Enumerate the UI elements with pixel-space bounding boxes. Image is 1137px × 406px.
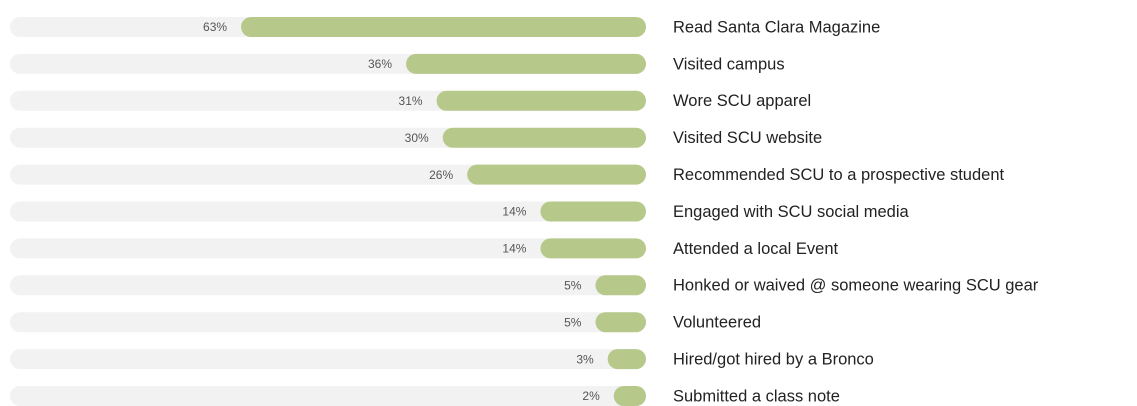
bar (613, 386, 646, 406)
bar (442, 127, 646, 148)
bar-track (10, 275, 646, 296)
value-label: 30% (405, 131, 429, 145)
bar (436, 90, 646, 111)
category-label: Engaged with SCU social media (673, 203, 910, 221)
value-label: 14% (502, 205, 526, 219)
value-label: 5% (564, 315, 582, 329)
bar (595, 275, 646, 296)
value-label: 36% (368, 57, 392, 71)
value-label: 14% (502, 242, 526, 256)
category-label: Read Santa Clara Magazine (673, 18, 880, 36)
category-label: Attended a local Event (673, 240, 839, 258)
bar-track (10, 386, 646, 406)
bar-track (10, 312, 646, 333)
value-label: 5% (564, 278, 582, 292)
category-label: Visited SCU website (673, 129, 822, 147)
bar (540, 201, 646, 222)
bar (607, 349, 646, 370)
value-label: 63% (203, 20, 227, 34)
value-label: 31% (399, 94, 423, 108)
bar (467, 164, 646, 185)
category-label: Submitted a class note (673, 387, 840, 405)
category-label: Volunteered (673, 314, 761, 332)
category-label: Hired/got hired by a Bronco (673, 350, 874, 368)
value-label: 2% (582, 389, 600, 403)
category-label: Recommended SCU to a prospective student (673, 166, 1005, 184)
category-label: Wore SCU apparel (673, 92, 811, 110)
bar-track (10, 349, 646, 370)
bar-track (10, 238, 646, 259)
bar (241, 17, 646, 37)
bar (595, 312, 646, 333)
value-label: 26% (429, 168, 453, 182)
bar (406, 53, 646, 74)
value-label: 3% (576, 352, 594, 366)
bar (540, 238, 646, 259)
bar-track (10, 201, 646, 222)
category-label: Honked or waived @ someone wearing SCU g… (673, 277, 1039, 295)
category-label: Visited campus (673, 55, 785, 73)
